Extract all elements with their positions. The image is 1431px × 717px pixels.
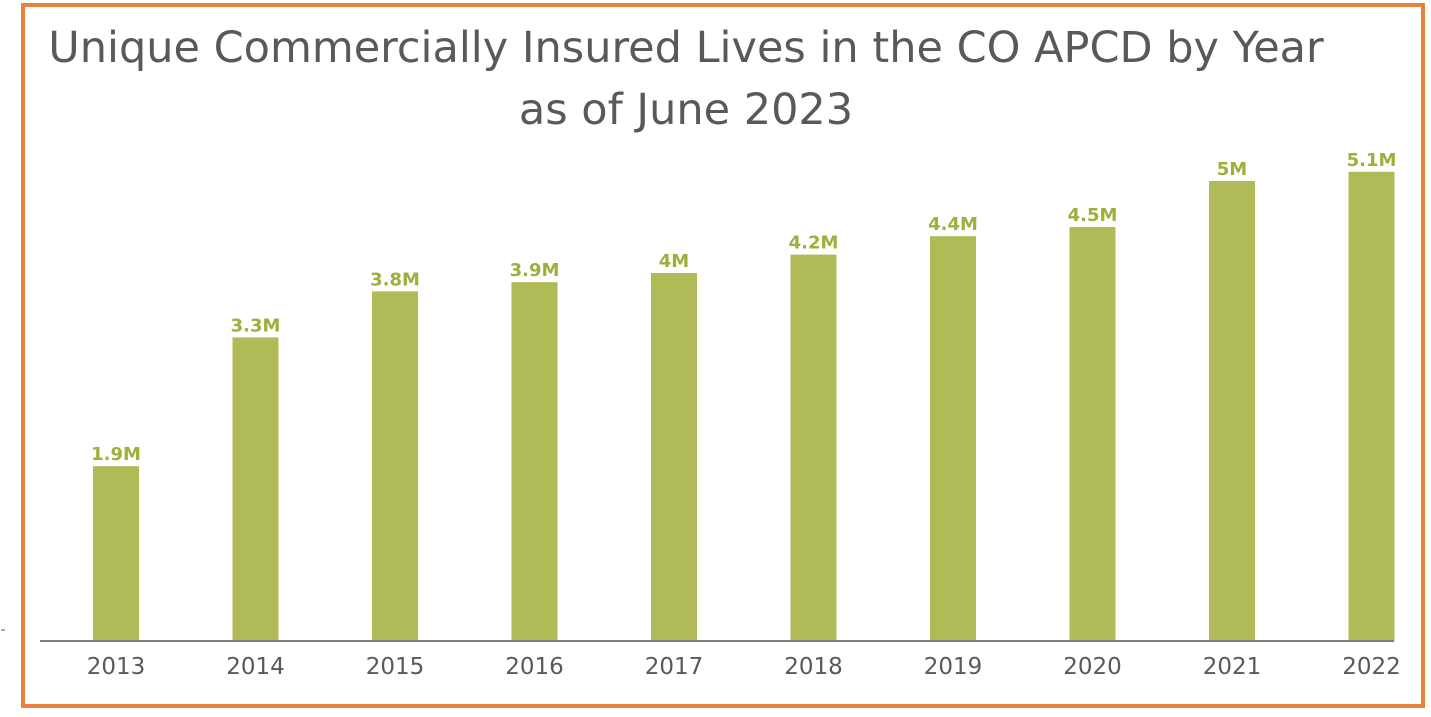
- bar-2015: [372, 291, 418, 641]
- x-tick-label-2021: 2021: [1203, 654, 1262, 680]
- value-label-2014: 3.3M: [231, 315, 281, 336]
- bar-2014: [232, 337, 279, 641]
- value-label-2022: 5.1M: [1347, 150, 1397, 171]
- value-label-2019: 4.4M: [928, 214, 978, 235]
- bar-2016: [511, 282, 558, 641]
- x-tick-label-2013: 2013: [87, 654, 146, 680]
- value-label-2021: 5M: [1217, 159, 1247, 180]
- bar-2019: [930, 236, 976, 641]
- value-label-2018: 4.2M: [789, 233, 839, 254]
- bar-2022: [1348, 171, 1395, 642]
- x-tick-labels-group: 2013 2014 2015 2016 2017 2018 2019 2020 2021 2022: [87, 654, 1401, 680]
- x-tick-label-2015: 2015: [366, 654, 425, 680]
- bars-group: [93, 171, 1395, 642]
- x-tick-label-2014: 2014: [226, 654, 285, 680]
- bar-2018: [790, 254, 837, 641]
- bar-2017: [651, 273, 697, 641]
- bar-2013: [93, 466, 139, 641]
- x-tick-label-2018: 2018: [784, 654, 843, 680]
- x-tick-label-2020: 2020: [1063, 654, 1122, 680]
- value-label-2016: 3.9M: [510, 260, 560, 281]
- x-tick-label-2022: 2022: [1342, 654, 1401, 680]
- bar-2021: [1209, 181, 1255, 641]
- value-label-2015: 3.8M: [370, 269, 420, 290]
- value-label-2017: 4M: [659, 251, 689, 272]
- value-label-2020: 4.5M: [1068, 205, 1118, 226]
- x-tick-label-2017: 2017: [645, 654, 704, 680]
- value-label-2013: 1.9M: [91, 444, 141, 465]
- chart-title: Unique Commercially Insured Lives in the…: [48, 23, 1324, 135]
- x-tick-label-2019: 2019: [924, 654, 983, 680]
- bar-2020: [1069, 227, 1116, 641]
- x-tick-label-2016: 2016: [505, 654, 564, 680]
- value-labels-group: 1.9M 3.3M 3.8M 3.9M 4M 4.2M 4.4M 4.5M 5M 5.1M: [91, 150, 1396, 465]
